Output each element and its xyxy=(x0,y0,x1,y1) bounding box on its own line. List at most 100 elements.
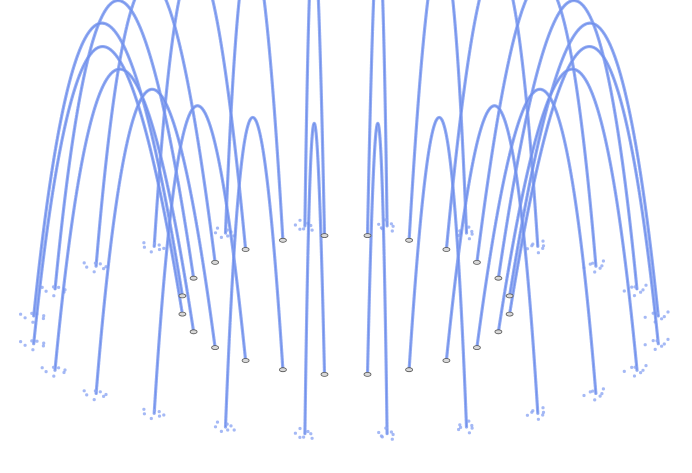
splash-drop xyxy=(644,283,648,287)
splash-drop xyxy=(384,426,388,430)
nozzle xyxy=(505,293,514,299)
splash-drop xyxy=(213,231,218,235)
nozzle xyxy=(211,259,220,265)
splash-drop xyxy=(655,339,659,343)
nozzle xyxy=(494,275,503,281)
splash-drop xyxy=(44,370,48,374)
splash-drop xyxy=(42,341,46,345)
splash-drop xyxy=(41,344,46,348)
splash-drop xyxy=(666,310,670,314)
splash-drop xyxy=(52,294,56,298)
splash-drop xyxy=(306,429,310,434)
splash-drop xyxy=(379,434,383,438)
water-jet-core xyxy=(509,22,659,317)
splash-drop xyxy=(541,410,546,414)
splash-drop xyxy=(41,316,46,321)
splash-drop xyxy=(660,344,664,348)
splash-drop xyxy=(632,294,637,298)
splash-drop xyxy=(582,393,586,398)
splash-drop xyxy=(31,320,35,324)
splash-drop xyxy=(52,374,56,378)
splash-drop xyxy=(653,347,657,351)
splash-drop xyxy=(525,413,530,417)
nozzle xyxy=(472,345,481,351)
splash-drop xyxy=(536,417,541,421)
splash-drop xyxy=(390,437,394,441)
splash-drop xyxy=(391,224,395,228)
splash-drop xyxy=(467,237,471,241)
splash-drop xyxy=(93,261,97,265)
jets xyxy=(19,0,670,441)
splash-drop xyxy=(377,222,381,226)
nozzle xyxy=(189,329,198,335)
water-jet-core xyxy=(95,88,216,394)
splash-drop xyxy=(30,311,34,315)
splash-drop xyxy=(389,222,393,226)
splash-drop xyxy=(630,365,634,369)
water-jet-core xyxy=(225,0,284,241)
splash-drop xyxy=(541,244,546,248)
splash-drop xyxy=(30,339,34,343)
splash-drop xyxy=(142,412,146,416)
splash-drop xyxy=(157,410,161,414)
splash-drop xyxy=(470,426,474,430)
splash-drop xyxy=(310,436,314,440)
splash-drop xyxy=(102,267,106,271)
splash-drop xyxy=(153,408,157,412)
splash-drop xyxy=(390,229,394,233)
splash-drop xyxy=(153,242,157,246)
splash-drop xyxy=(23,316,27,320)
splash-drop xyxy=(541,246,545,250)
splash-drop xyxy=(643,343,647,347)
splash-drop xyxy=(600,264,604,268)
nozzle xyxy=(442,247,451,252)
water-jet-core xyxy=(153,0,247,250)
nozzle xyxy=(505,311,514,317)
nozzle xyxy=(241,247,250,252)
splash-drop xyxy=(219,429,223,433)
splash-drop xyxy=(666,337,670,341)
splash-drop xyxy=(162,246,166,250)
splash-drop xyxy=(662,315,666,319)
nozzle xyxy=(363,371,372,377)
splash-drop xyxy=(662,342,666,346)
splash-drop xyxy=(622,289,626,293)
nozzle xyxy=(189,275,198,281)
splash-drop xyxy=(98,390,102,394)
splash-drop xyxy=(598,394,602,398)
nozzle xyxy=(320,233,329,239)
water-jet-core xyxy=(476,88,597,394)
splash-drop xyxy=(643,315,647,319)
water-jet-core xyxy=(408,0,467,241)
splash-drop xyxy=(149,416,153,421)
splash-drop xyxy=(162,413,166,417)
splash-drop xyxy=(31,348,35,352)
water-jet-core xyxy=(367,123,388,435)
splash-drop xyxy=(467,419,471,423)
splash-drop xyxy=(458,423,462,427)
water-jet-core xyxy=(304,123,325,435)
splash-drop xyxy=(85,393,89,397)
splash-drop xyxy=(651,339,655,343)
splash-drop xyxy=(51,285,56,289)
water-jet-core xyxy=(367,0,388,236)
water-jet-core xyxy=(225,117,284,428)
water-jet-core xyxy=(95,0,216,267)
water-jet-core xyxy=(497,68,638,371)
splash-drop xyxy=(42,314,46,318)
splash-drop xyxy=(213,425,218,429)
splash-drop xyxy=(593,398,597,402)
splash-drop xyxy=(541,413,545,417)
splash-drop xyxy=(641,288,645,292)
splash-drop xyxy=(219,235,223,239)
splash-drop xyxy=(215,420,220,424)
nozzle xyxy=(178,311,187,317)
splash-drop xyxy=(293,431,297,435)
splash-drop xyxy=(541,239,545,243)
splash-drop xyxy=(601,259,606,263)
splash-drop xyxy=(226,428,230,432)
nozzle xyxy=(320,371,329,377)
splash-drop xyxy=(302,227,306,231)
nozzle xyxy=(278,237,287,243)
splash-drop xyxy=(102,394,106,398)
